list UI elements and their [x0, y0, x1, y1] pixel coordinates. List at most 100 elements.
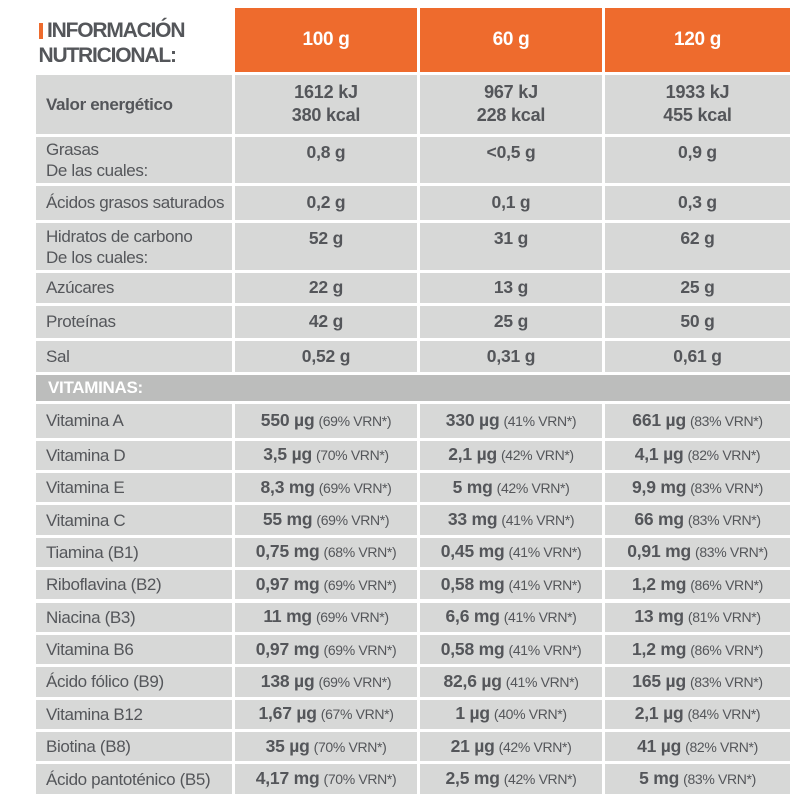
- value-amount: 55 mg: [262, 509, 313, 530]
- value-cell: 0,31 g: [420, 340, 602, 372]
- value-cell: 967 kJ 228 kcal: [420, 74, 602, 134]
- value-amount: 11 mg: [263, 606, 312, 627]
- value-vrn-percent: (83% VRN*): [689, 412, 763, 429]
- row-label: Vitamina B12: [46, 704, 143, 724]
- value-line: 0,52 g: [301, 345, 351, 366]
- row-label: Ácido fólico (B9): [46, 672, 164, 692]
- value-group: 2,5 mg (42% VRN*): [446, 768, 577, 790]
- table-row: Sal 0,52 g 0,31 g 0,61 g: [36, 340, 790, 372]
- value-cell: 0,97 mg (69% VRN*): [235, 570, 417, 600]
- row-label-cell: Niacina (B3): [36, 602, 232, 632]
- value-vrn-percent: (41% VRN*): [505, 673, 579, 690]
- row-label: Valor energético: [46, 94, 173, 114]
- table-row: Hidratos de carbono De los cuales: 52 g 31 …: [36, 223, 790, 270]
- value-cell: 82,6 µg (41% VRN*): [420, 667, 602, 697]
- value-line: 25 g: [680, 277, 715, 298]
- value-cell: 0,9 g: [605, 136, 790, 183]
- value-line: 0,61 g: [673, 345, 722, 366]
- row-label: Ácidos grasos saturados: [46, 193, 225, 213]
- value-vrn-percent: (42% VRN*): [503, 771, 577, 788]
- table-header-row: INFORMACIÓN NUTRICIONAL: 100 g 60 g 120 …: [36, 8, 790, 72]
- value-amount: 0,45 mg: [440, 541, 505, 562]
- value-vrn-percent: (42% VRN*): [496, 479, 570, 496]
- value-group: 0,91 mg (83% VRN*): [627, 541, 768, 563]
- row-label-cell: Ácido pantoténico (B5): [36, 764, 232, 794]
- value-vrn-percent: (42% VRN*): [498, 738, 572, 755]
- row-label: Riboflavina (B2): [46, 575, 162, 595]
- value-cell: 165 µg (83% VRN*): [605, 667, 790, 697]
- table-row: Azúcares 22 g 13 g 25 g: [36, 273, 790, 303]
- value-cell: 25 g: [420, 305, 602, 338]
- value-group: 82,6 µg (41% VRN*): [443, 671, 578, 693]
- value-line: 22 g: [308, 277, 344, 298]
- row-label: Vitamina D: [46, 445, 126, 465]
- value-cell: 3,5 µg (70% VRN*): [235, 440, 417, 470]
- row-label: Proteínas: [46, 312, 116, 331]
- value-vrn-percent: (84% VRN*): [687, 706, 761, 723]
- value-amount: 1,67 µg: [258, 703, 317, 724]
- value-cell: 0,3 g: [605, 185, 790, 220]
- row-label-cell: Sal: [36, 340, 232, 372]
- value-cell: 42 g: [235, 305, 417, 338]
- value-vrn-percent: (69% VRN*): [318, 673, 392, 690]
- value-amount: 165 µg: [632, 670, 686, 691]
- value-cell: 50 g: [605, 305, 790, 338]
- value-vrn-percent: (41% VRN*): [501, 512, 575, 529]
- value-amount: 41 µg: [637, 735, 682, 756]
- value-amount: 8,3 mg: [260, 476, 315, 497]
- row-label: Ácido pantoténico (B5): [46, 769, 211, 789]
- value-amount: 330 µg: [445, 409, 500, 430]
- table-row: Niacina (B3) 11 mg (69% VRN*) 6,6 mg (41% VR…: [36, 602, 790, 632]
- value-group: 4,17 mg (70% VRN*): [256, 768, 397, 790]
- value-vrn-percent: (41% VRN*): [508, 544, 582, 561]
- value-group: 0,58 mg (41% VRN*): [441, 574, 582, 596]
- value-amount: 13 mg: [634, 606, 684, 627]
- value-vrn-percent: (42% VRN*): [501, 447, 574, 464]
- value-amount: 2,1 µg: [634, 703, 684, 724]
- value-amount: 138 µg: [260, 670, 315, 691]
- value-cell: 41 µg (82% VRN*): [605, 732, 790, 762]
- value-line: 31 g: [493, 228, 529, 248]
- value-cell: 22 g: [235, 273, 417, 303]
- value-amount: 0,97 mg: [255, 573, 320, 594]
- value-line: 380 kcal: [291, 105, 361, 125]
- value-amount: 1 µg: [455, 703, 490, 724]
- value-line: 13 g: [493, 277, 529, 298]
- row-label-cell: Proteínas: [36, 305, 232, 338]
- value-cell: <0,5 g: [420, 136, 602, 183]
- value-cell: 0,97 mg (69% VRN*): [235, 634, 417, 665]
- value-cell: 330 µg (41% VRN*): [420, 403, 602, 438]
- value-vrn-percent: (82% VRN*): [687, 447, 761, 464]
- value-cell: 2,1 µg (42% VRN*): [420, 440, 602, 470]
- value-group: 2,1 µg (84% VRN*): [635, 703, 761, 725]
- row-label: Vitamina B6: [46, 640, 134, 660]
- value-cell: 52 g: [235, 223, 417, 270]
- value-amount: 0,58 mg: [440, 638, 505, 659]
- row-label-cell: Tiamina (B1): [36, 537, 232, 567]
- value-cell: 4,17 mg (70% VRN*): [235, 764, 417, 794]
- value-line: 42 g: [308, 311, 344, 331]
- value-group: 550 µg (69% VRN*): [261, 410, 392, 432]
- table-row: Ácido fólico (B9) 138 µg (69% VRN*) 82,6 µg…: [36, 667, 790, 697]
- value-line: 62 g: [680, 228, 715, 248]
- value-line: 0,3 g: [678, 192, 717, 213]
- row-label: Niacina (B3): [46, 607, 136, 627]
- value-group: 33 mg (41% VRN*): [448, 509, 575, 531]
- value-vrn-percent: (81% VRN*): [687, 609, 761, 626]
- value-group: 35 µg (70% VRN*): [266, 736, 387, 758]
- value-cell: 0,58 mg (41% VRN*): [420, 634, 602, 665]
- value-amount: 5 mg: [452, 476, 493, 497]
- value-cell: 0,75 mg (68% VRN*): [235, 537, 417, 567]
- row-label: Vitamina E: [46, 478, 125, 498]
- value-line: <0,5 g: [486, 141, 536, 162]
- value-vrn-percent: (68% VRN*): [323, 544, 397, 561]
- value-cell: 0,52 g: [235, 340, 417, 372]
- value-group: 661 µg (83% VRN*): [632, 410, 763, 432]
- row-label-cell: Valor energético: [36, 74, 232, 134]
- value-line: 0,8 g: [306, 141, 346, 162]
- row-label-cell: Vitamina E: [36, 473, 232, 503]
- value-amount: 2,1 µg: [448, 444, 497, 465]
- value-cell: 1,2 mg (86% VRN*): [605, 570, 790, 600]
- value-group: 5 mg (83% VRN*): [639, 768, 756, 790]
- value-cell: 62 g: [605, 223, 790, 270]
